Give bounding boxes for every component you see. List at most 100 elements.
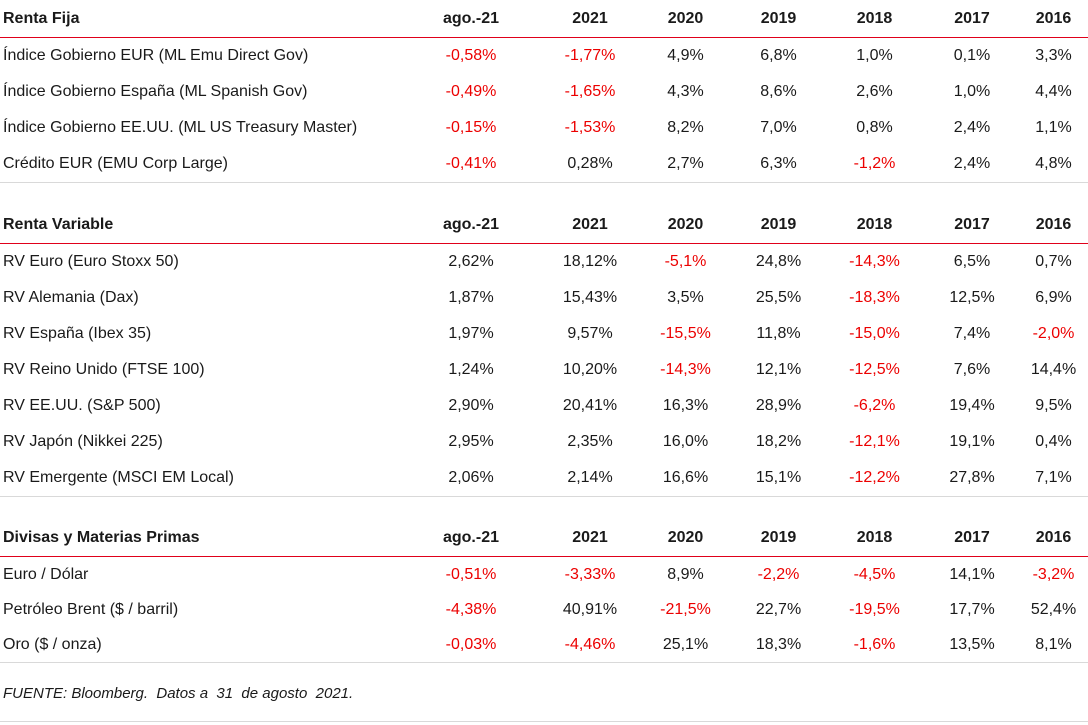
- table-cell: 3,3%: [1035, 47, 1072, 64]
- table-cell: -3,2%: [1032, 565, 1075, 583]
- table-cell: 8,9%: [667, 565, 704, 583]
- table-cell: -0,51%: [445, 565, 497, 583]
- row-label: RV EE.UU. (S&P 500): [3, 397, 161, 414]
- row-label: Euro / Dólar: [3, 565, 89, 583]
- column-header: 2021: [542, 520, 638, 557]
- table-row: Índice Gobierno EUR (ML Emu Direct Gov) -…: [0, 38, 1088, 75]
- table-cell: 0,7%: [1035, 253, 1072, 270]
- table-cell: 7,0%: [760, 119, 797, 136]
- table-cell: 16,0%: [662, 433, 709, 450]
- column-header: 2020: [638, 1, 733, 38]
- table-cell: 2,06%: [400, 460, 542, 497]
- table-cell: 4,8%: [1019, 146, 1088, 183]
- table-cell: 16,3%: [662, 397, 709, 414]
- row-label: RV Alemania (Dax): [3, 289, 139, 306]
- table-cell: -0,03%: [400, 627, 542, 663]
- table-cell: 18,3%: [733, 627, 824, 663]
- table-cell: -14,3%: [660, 361, 711, 378]
- table-cell: 13,5%: [925, 627, 1019, 663]
- table-cell: 52,4%: [1030, 600, 1077, 618]
- table-cell: -6,2%: [853, 397, 896, 414]
- table-cell: 14,1%: [949, 565, 995, 583]
- table-row: RV Euro (Euro Stoxx 50) 2,62% 18,12% -5,1% 2…: [0, 244, 1088, 281]
- table-cell: -4,46%: [542, 627, 638, 663]
- table-row: Petróleo Brent ($ / barril) -4,38% 40,91% -…: [0, 592, 1088, 627]
- renta-variable-table: Renta Variable ago.-21 2021 2020 2019 2018 201…: [0, 207, 1088, 497]
- bottom-divider: [0, 721, 1088, 722]
- table-cell: 20,41%: [562, 397, 618, 414]
- row-label: Índice Gobierno España (ML Spanish Gov): [3, 83, 308, 100]
- table-cell: 4,9%: [667, 47, 704, 64]
- table-cell: -1,65%: [564, 83, 616, 100]
- table-row: RV España (Ibex 35) 1,97% 9,57% -15,5% 11,8%…: [0, 316, 1088, 352]
- section-title: Renta Variable: [0, 207, 400, 244]
- section-header-row: Divisas y Materias Primas ago.-21 2021 2020…: [0, 520, 1088, 557]
- row-label: Oro ($ / onza): [0, 627, 400, 663]
- table-cell: 7,4%: [953, 325, 991, 342]
- table-cell: -12,5%: [849, 361, 900, 378]
- renta-fija-table: Renta Fija ago.-21 2021 2020 2019 2018 2017 201…: [0, 1, 1088, 183]
- table-cell: 24,8%: [755, 253, 802, 270]
- table-cell: 18,12%: [562, 253, 618, 270]
- column-header: 2020: [638, 207, 733, 244]
- table-cell: 6,5%: [953, 253, 991, 270]
- table-cell: 7,1%: [1019, 460, 1088, 497]
- table-cell: 0,8%: [856, 119, 893, 136]
- source-note: FUENTE: Bloomberg. Datos a 31 de agosto …: [3, 685, 354, 702]
- table-cell: 15,1%: [733, 460, 824, 497]
- table-row: Crédito EUR (EMU Corp Large) -0,41% 0,28% 2…: [0, 146, 1088, 183]
- divisas-materias-primas-table: Divisas y Materias Primas ago.-21 2021 2020…: [0, 520, 1088, 663]
- table-cell: -18,3%: [849, 289, 900, 306]
- table-row: Índice Gobierno España (ML Spanish Gov) -…: [0, 74, 1088, 110]
- table-cell: 12,5%: [949, 289, 995, 306]
- table-cell: -19,5%: [849, 600, 900, 618]
- table-cell: 1,24%: [448, 361, 494, 378]
- table-cell: 18,2%: [755, 433, 802, 450]
- row-label: RV Reino Unido (FTSE 100): [3, 361, 205, 378]
- table-cell: 25,1%: [638, 627, 733, 663]
- table-cell: -2,2%: [757, 565, 800, 583]
- table-row: RV Emergente (MSCI EM Local) 2,06% 2,14% 16…: [0, 460, 1088, 497]
- table-cell: 3,5%: [667, 289, 704, 306]
- column-header: 2016: [1019, 520, 1088, 557]
- column-header: 2018: [824, 520, 925, 557]
- table-cell: 11,8%: [756, 325, 801, 342]
- table-cell: 4,3%: [667, 83, 704, 100]
- row-label: Crédito EUR (EMU Corp Large): [0, 146, 400, 183]
- table-cell: -0,49%: [445, 83, 497, 100]
- table-cell: 17,7%: [949, 600, 995, 618]
- table-cell: 1,0%: [856, 47, 893, 64]
- table-cell: 2,62%: [448, 253, 494, 270]
- table-cell: -0,58%: [445, 47, 497, 64]
- row-label: RV Japón (Nikkei 225): [3, 433, 163, 450]
- table-row: RV EE.UU. (S&P 500) 2,90% 20,41% 16,3% 28,9%…: [0, 388, 1088, 424]
- table-cell: 2,6%: [856, 83, 893, 100]
- table-cell: 2,35%: [567, 433, 613, 450]
- table-row: RV Japón (Nikkei 225) 2,95% 2,35% 16,0% 18,2…: [0, 424, 1088, 460]
- table-row: Índice Gobierno EE.UU. (ML US Treasury M…: [0, 110, 1088, 146]
- table-row: RV Alemania (Dax) 1,87% 15,43% 3,5% 25,5% -18…: [0, 280, 1088, 316]
- table-cell: -4,38%: [445, 600, 497, 618]
- table-cell: 9,5%: [1035, 397, 1072, 414]
- column-header: 2019: [733, 520, 824, 557]
- row-label: Índice Gobierno EE.UU. (ML US Treasury M…: [3, 119, 358, 136]
- column-header: 2020: [638, 520, 733, 557]
- table-cell: 6,9%: [1035, 289, 1072, 306]
- table-cell: 8,2%: [667, 119, 704, 136]
- table-cell: -1,6%: [824, 627, 925, 663]
- column-header: 2017: [925, 1, 1019, 38]
- table-cell: 40,91%: [562, 600, 618, 618]
- table-cell: 0,4%: [1035, 433, 1072, 450]
- table-cell: 2,95%: [448, 433, 494, 450]
- table-cell: -14,3%: [849, 253, 900, 270]
- table-cell: 0,28%: [542, 146, 638, 183]
- table-cell: 25,5%: [755, 289, 802, 306]
- column-header: 2019: [733, 207, 824, 244]
- table-cell: 1,87%: [448, 289, 494, 306]
- table-cell: -21,5%: [660, 600, 711, 618]
- table-row: Oro ($ / onza) -0,03% -4,46% 25,1% 18,3% -1,6…: [0, 627, 1088, 663]
- row-label: RV Emergente (MSCI EM Local): [0, 460, 400, 497]
- table-cell: -15,5%: [660, 325, 711, 342]
- table-cell: -12,1%: [849, 433, 900, 450]
- column-header: 2018: [824, 1, 925, 38]
